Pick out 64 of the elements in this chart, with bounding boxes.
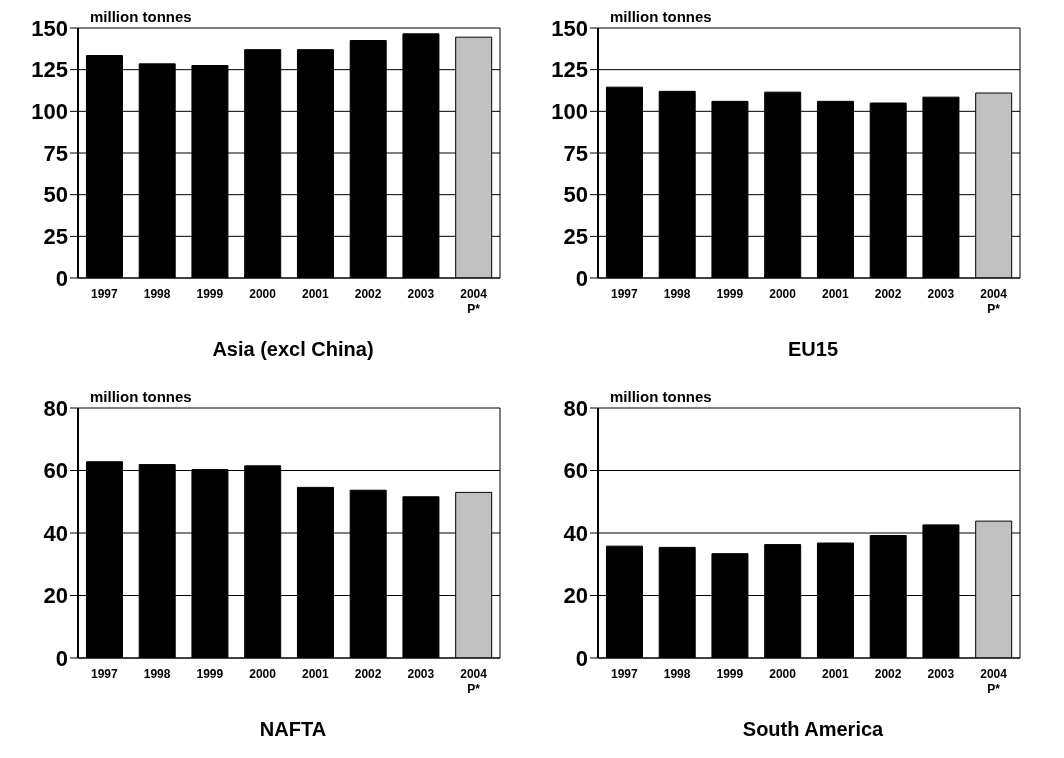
y-tick-label: 20 <box>43 583 68 609</box>
x-tick-label: 2002 <box>874 667 902 681</box>
y-tick-label: 40 <box>43 520 68 546</box>
y-tick-label: 0 <box>575 265 588 291</box>
x-tick-label: 1999 <box>196 287 224 301</box>
x-tick-label: 2000 <box>769 287 797 301</box>
x-tick-label: 2000 <box>249 667 277 681</box>
x-tick-label: 2002 <box>354 667 382 681</box>
x-tick-label: 1998 <box>663 287 691 301</box>
x-tick-label: 1999 <box>716 667 744 681</box>
y-tick-label: 0 <box>55 265 68 291</box>
x-tick-label: 2004 P* <box>980 287 1008 316</box>
x-tick-label: 2003 <box>407 287 435 301</box>
y-tick-label: 50 <box>43 182 68 208</box>
x-tick-label: 2001 <box>822 667 850 681</box>
x-tick-label: 2001 <box>302 667 330 681</box>
x-tick-label: 1997 <box>91 667 119 681</box>
y-axis-title: million tonnes <box>610 8 712 25</box>
x-tick-label: 2001 <box>822 287 850 301</box>
y-tick-label: 80 <box>563 395 588 421</box>
y-tick-label: 100 <box>551 99 588 125</box>
y-tick-label: 150 <box>551 15 588 41</box>
y-tick-label: 25 <box>563 224 588 250</box>
x-tick-label: 2003 <box>927 287 955 301</box>
y-tick-label: 60 <box>43 458 68 484</box>
y-tick-label: 0 <box>55 645 68 671</box>
y-tick-label: 40 <box>563 520 588 546</box>
x-tick-label: 2002 <box>354 287 382 301</box>
text: South America <box>741 718 885 741</box>
y-tick-label: 80 <box>43 395 68 421</box>
x-tick-label: 2002 <box>874 287 902 301</box>
x-tick-label: 2000 <box>769 667 797 681</box>
x-tick-label: 1997 <box>611 667 639 681</box>
x-tick-label: 2003 <box>927 667 955 681</box>
text: NAFTA <box>258 718 328 741</box>
text: EU15 <box>787 338 839 361</box>
x-tick-label: 1997 <box>91 287 119 301</box>
y-tick-label: 100 <box>31 99 68 125</box>
y-tick-label: 0 <box>575 645 588 671</box>
y-axis-title: million tonnes <box>90 388 192 405</box>
y-tick-label: 20 <box>563 583 588 609</box>
y-tick-label: 75 <box>563 140 588 166</box>
x-tick-label: 2004 P* <box>980 667 1008 696</box>
text: Asia (excl China) <box>211 338 375 361</box>
x-tick-label: 2004 P* <box>460 667 488 696</box>
y-axis-title: million tonnes <box>610 388 712 405</box>
y-tick-label: 125 <box>551 57 588 83</box>
y-tick-label: 60 <box>563 458 588 484</box>
x-tick-label: 1998 <box>143 667 171 681</box>
x-tick-label: 2004 P* <box>460 287 488 316</box>
y-tick-label: 50 <box>563 182 588 208</box>
x-tick-label: 1998 <box>663 667 691 681</box>
x-tick-label: 1997 <box>611 287 639 301</box>
y-tick-label: 150 <box>31 15 68 41</box>
x-tick-label: 2003 <box>407 667 435 681</box>
x-tick-label: 1999 <box>196 667 224 681</box>
y-tick-label: 125 <box>31 57 68 83</box>
x-tick-label: 2000 <box>249 287 277 301</box>
y-tick-label: 25 <box>43 224 68 250</box>
x-tick-label: 1998 <box>143 287 171 301</box>
y-tick-label: 75 <box>43 140 68 166</box>
x-tick-label: 1999 <box>716 287 744 301</box>
x-tick-label: 2001 <box>302 287 330 301</box>
y-axis-title: million tonnes <box>90 8 192 25</box>
